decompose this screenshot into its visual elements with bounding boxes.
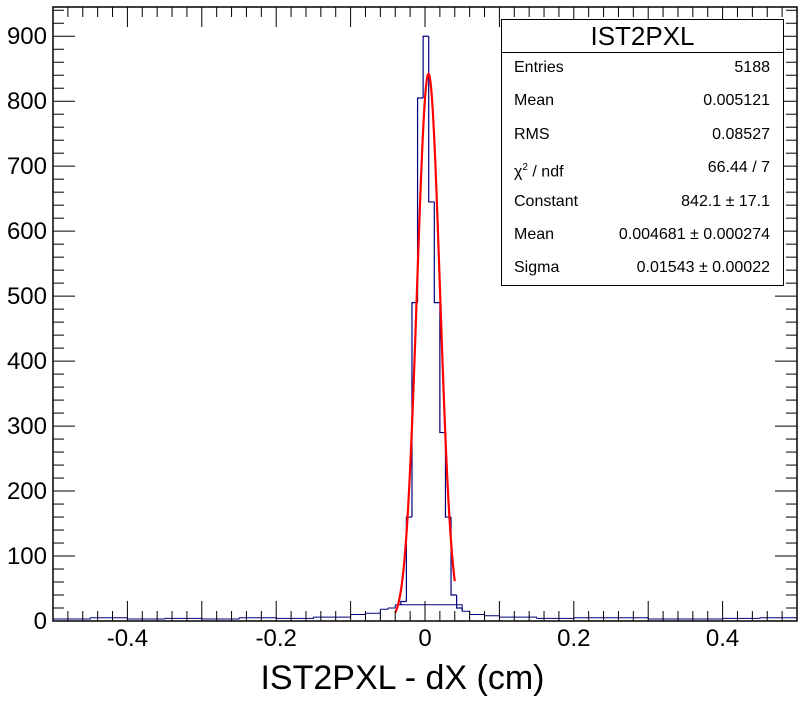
histogram-tail-step [484,615,500,618]
histogram-tail-step [722,617,761,619]
x-tick-label: -0.2 [256,625,297,652]
x-axis-title: IST2PXL - dX (cm) [260,659,545,697]
histogram-tail-step [127,618,166,620]
histogram-tail-step [201,617,240,620]
histogram-bin [405,516,412,602]
histogram-bin [416,97,424,303]
stats-key: Entries [514,59,564,76]
histogram-bin [428,36,435,203]
stats-row-mean: Mean 0.005121 [514,90,770,112]
histogram-tail-step [365,609,381,614]
histogram-tail-step [499,616,538,619]
histogram-tail-step [573,617,649,620]
stats-title: IST2PXL [502,20,783,53]
stats-row-constant: Constant 842.1 ± 17.1 [514,191,770,213]
gaussian-fit-series [394,72,456,614]
stats-key: Mean [514,92,555,109]
histogram-tail-step [276,617,314,619]
stats-key: Constant [514,193,579,210]
histogram-tail-step [387,604,396,609]
y-tick-label: 600 [7,218,47,245]
stats-key: Sigma [514,259,560,276]
y-tick-label: 700 [7,153,47,180]
chi-superscript: 2 [522,162,528,173]
y-tick-label: 300 [7,413,47,440]
y-tick-label: 500 [7,283,47,310]
histogram-tail-step [395,604,463,612]
stats-value: 0.01543 ± 0.00022 [636,259,770,276]
stats-row-fit-mean: Mean 0.004681 ± 0.000274 [514,224,770,246]
stats-value: 0.004681 ± 0.000274 [618,226,770,243]
y-tick-label: 800 [7,88,47,115]
histogram-tail-step [313,614,352,618]
stats-value: 842.1 ± 17.1 [681,193,770,210]
x-tick-label: 0.4 [706,625,739,652]
stats-row-sigma: Sigma 0.01543 ± 0.00022 [514,257,770,279]
y-tick-label: 0 [34,608,47,635]
x-tick-label: -0.4 [107,625,148,652]
histogram-tail-step [462,610,471,615]
histogram-tail-step [380,608,389,610]
histogram-tail-step [536,617,575,619]
fit-curve [394,72,456,614]
histogram-bin [456,595,463,609]
histogram-bin [433,201,440,304]
stats-key: RMS [514,126,550,143]
histogram-tail-step [53,617,91,620]
histogram-bin [439,302,446,434]
histogram-tail-step [90,617,128,620]
histogram-tail-step [469,614,486,616]
y-tick-label: 200 [7,478,47,505]
x-tick-label: 0 [418,625,431,652]
histogram-tail-step [239,617,277,619]
chi-symbol: χ [514,163,523,181]
stats-row-entries: Entries 5188 [514,57,770,79]
histogram-tail-step [164,617,203,620]
stats-value: 0.005121 [703,92,770,109]
chi-key-rest: / ndf [527,163,564,181]
y-tick-label: 100 [7,543,47,570]
histogram-tail-step [648,618,724,620]
histogram-bin [400,600,407,605]
stats-row-chi2: χ2 / ndf 66.44 / 7 [514,157,770,180]
histogram-tail-step [350,613,366,616]
stats-row-rms: RMS 0.08527 [514,124,770,146]
plot-axes: 0 100 200 300 400 500 600 700 800 900 -0.4 -0.2 0 0.2… [7,6,798,652]
stats-value: 0.08527 [712,126,770,143]
x-tick-label: 0.2 [557,625,590,652]
stats-box: IST2PXL Entries 5188 Mean 0.005121 RMS 0… [501,19,784,286]
stats-value: 66.44 / 7 [707,159,770,176]
stats-value: 5188 [734,59,770,76]
stats-key-chi2: χ2 / ndf [514,157,564,183]
histogram-tail-step [759,617,798,620]
histogram-bin [422,35,429,98]
y-tick-label: 400 [7,348,47,375]
stats-key: Mean [514,226,555,243]
y-tick-label: 900 [7,23,47,50]
